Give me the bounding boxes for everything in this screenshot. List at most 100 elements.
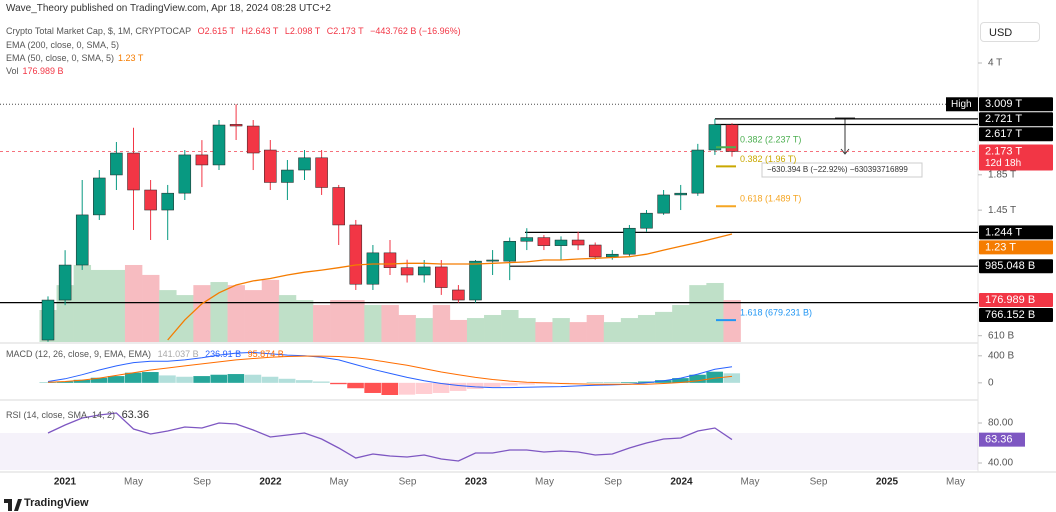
candle-body (144, 189, 157, 211)
change: −443.762 B (−16.96%) (370, 26, 461, 36)
macd-histogram-bar (227, 374, 245, 383)
volume-bar (689, 285, 707, 342)
vol: Vol (6, 66, 19, 76)
rsi-legend: RSI (14, close, SMA, 14, 2) 63.36 (6, 409, 153, 421)
currency-button[interactable]: USD (980, 22, 1040, 42)
volume-bar (637, 314, 656, 342)
macd-histogram-bar (535, 382, 552, 384)
measure-box (761, 162, 923, 178)
macd-histogram-bar (398, 382, 416, 395)
x-tick-label: May (124, 477, 143, 488)
macd-histogram-bar (313, 381, 330, 383)
macd-histogram-bar (672, 378, 689, 383)
rsi-title: RSI (14, close, SMA, 14, 2) (6, 410, 116, 420)
x-tick-label: Sep (399, 477, 417, 488)
ohlc-close: C2.173 T (326, 26, 364, 36)
fib-label: 1.618 (679.231 B) (740, 307, 812, 317)
macd-histogram-bar (655, 380, 672, 383)
macd-histogram-bar (466, 382, 484, 389)
macd-histogram-bar (518, 382, 535, 385)
candle-body (110, 152, 123, 176)
candle-body (41, 299, 55, 341)
volume-bar (569, 322, 587, 342)
volume-bar (586, 314, 605, 342)
x-tick-label: 2022 (259, 477, 282, 488)
macd-tick-label: 0 (988, 377, 994, 388)
volume-bar (90, 269, 109, 342)
x-tick-label: May (535, 477, 554, 488)
x-tick-label: 2021 (54, 477, 77, 488)
x-tick-label: 2023 (465, 477, 488, 488)
volume-bar (364, 305, 382, 342)
volume-bar (672, 305, 690, 342)
macd-histogram-bar (364, 382, 381, 393)
volume-bar (552, 318, 570, 342)
candle-body (127, 152, 140, 191)
macd-hist-value: 141.037 B (157, 349, 199, 359)
price-label: 2.721 T (985, 113, 1022, 125)
measure-text: −630.394 B (−22.92%) −630393716899 (767, 165, 908, 174)
volume-bar (142, 274, 160, 342)
candles (41, 104, 739, 342)
volume-bar (278, 295, 297, 342)
volume-bar (501, 310, 519, 342)
price-label-box (979, 97, 1053, 112)
fib-label: 0.382 (1.96 T) (740, 154, 796, 164)
vol-line: Vol 176.989 B (6, 66, 68, 76)
x-tick-label: Sep (810, 477, 828, 488)
macd-histogram-bar (90, 377, 108, 383)
volume-bar (381, 305, 399, 342)
candle-body (75, 214, 89, 266)
volume-bar (295, 300, 314, 342)
ohlc-high: H2.643 T (241, 26, 279, 36)
symbol-line: Crypto Total Market Cap, $, 1M, CRYPTOCA… (6, 26, 465, 36)
candle-body (93, 177, 106, 216)
candle-body (640, 212, 653, 229)
volume-bar (330, 300, 348, 342)
x-tick-label: May (946, 477, 965, 488)
price-label: 176.989 B (985, 294, 1035, 306)
macd-histogram-bar (689, 374, 706, 383)
price-label-box (979, 259, 1053, 274)
macd-histogram-bar (176, 376, 193, 383)
macd-histogram-bar (620, 382, 638, 383)
candle-body (486, 259, 499, 262)
rsi-value: 63.36 (121, 409, 150, 421)
price-label: 2.617 T (985, 128, 1022, 140)
price-label-box (979, 127, 1053, 142)
rsi-band (0, 433, 978, 470)
high-label-box (946, 97, 978, 112)
tv-logo-shape (4, 499, 22, 511)
candle-body (657, 194, 670, 214)
measure-arrow (840, 148, 850, 155)
volume-bar (432, 305, 451, 342)
fib-label: 0.382 (2.237 T) (740, 135, 801, 145)
price-label-box (979, 225, 1053, 240)
volume-bar (655, 311, 673, 342)
signal-line (47, 355, 733, 385)
footer: TradingView (24, 497, 89, 509)
ema50: EMA (50, close, 0, SMA, 5) (6, 53, 115, 63)
macd-value: 236.91 B (205, 349, 242, 359)
candle-body (606, 253, 619, 258)
macd-histogram-bar (330, 382, 347, 385)
volume-bar (107, 269, 126, 342)
volume-bar (244, 290, 263, 342)
candle-body (383, 252, 397, 268)
publisher: Wave_Theory published on TradingView.com… (6, 3, 331, 14)
price-label-box (979, 293, 1053, 308)
vol-value: 176.989 B (22, 66, 64, 76)
candle-body (281, 169, 294, 183)
x-tick-label: Sep (193, 477, 211, 488)
macd-histogram-bar (107, 376, 125, 383)
price-label: 2.173 T (985, 145, 1022, 157)
candle-body (315, 157, 328, 188)
macd-histogram-bar (244, 374, 262, 383)
macd-histogram-bar (706, 371, 723, 383)
rsi-value-box (979, 432, 1025, 447)
macd-histogram-bar (347, 382, 364, 389)
candle-body (554, 239, 568, 246)
volume-bar (449, 319, 468, 342)
volume-bar (620, 318, 639, 342)
